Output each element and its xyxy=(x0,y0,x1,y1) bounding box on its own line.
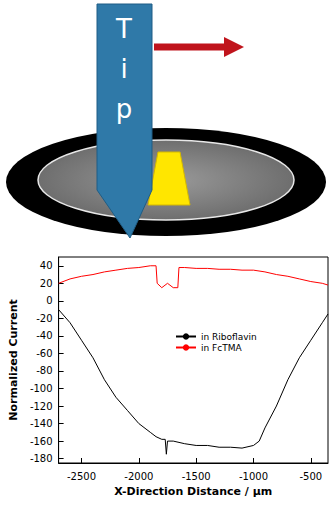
svg-text:-120: -120 xyxy=(30,401,53,412)
svg-text:40: 40 xyxy=(40,260,53,271)
svg-text:-1000: -1000 xyxy=(239,471,268,482)
svg-text:T: T xyxy=(115,14,132,44)
svg-text:-60: -60 xyxy=(36,348,52,359)
svg-text:i: i xyxy=(120,54,127,84)
svg-text:-140: -140 xyxy=(30,418,53,429)
svg-text:-1500: -1500 xyxy=(182,471,211,482)
svg-text:p: p xyxy=(116,94,133,124)
svg-text:-80: -80 xyxy=(36,365,52,376)
svg-text:in Riboflavin: in Riboflavin xyxy=(201,332,257,342)
svg-text:in FcTMA: in FcTMA xyxy=(201,343,242,353)
svg-text:-20: -20 xyxy=(36,313,52,324)
svg-text:-2500: -2500 xyxy=(67,471,96,482)
svg-text:X-Direction Distance / μm: X-Direction Distance / μm xyxy=(114,485,272,498)
svg-text:-2000: -2000 xyxy=(124,471,153,482)
svg-text:20: 20 xyxy=(40,278,53,289)
svg-text:Normalized Current: Normalized Current xyxy=(7,299,20,420)
svg-text:-180: -180 xyxy=(30,453,53,464)
svg-text:-100: -100 xyxy=(30,383,53,394)
svg-text:-160: -160 xyxy=(30,436,53,447)
svg-text:-500: -500 xyxy=(299,471,322,482)
svg-text:-40: -40 xyxy=(36,330,52,341)
svg-text:0: 0 xyxy=(46,295,52,306)
